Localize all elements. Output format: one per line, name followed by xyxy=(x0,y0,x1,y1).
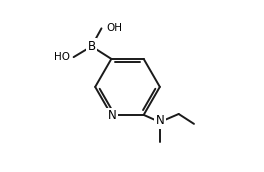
Text: OH: OH xyxy=(106,23,122,33)
Text: N: N xyxy=(108,109,117,122)
Text: HO: HO xyxy=(54,52,70,62)
Text: N: N xyxy=(155,114,164,127)
Text: B: B xyxy=(88,40,96,53)
